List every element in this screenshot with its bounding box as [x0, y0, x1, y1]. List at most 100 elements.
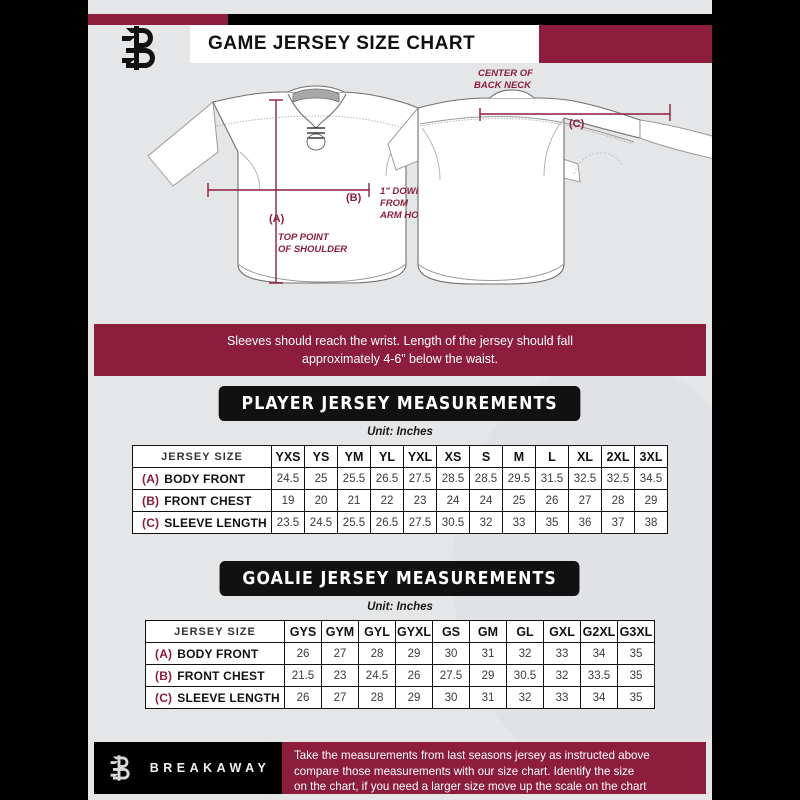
- table-cell: 23: [403, 489, 437, 512]
- front-marker-b: (B): [346, 192, 362, 204]
- table-column-header: G2XL: [580, 620, 618, 643]
- table-cell: 29.5: [502, 467, 536, 490]
- front-label-a-line2: OF SHOULDER: [278, 244, 347, 255]
- back-marker-c: (C): [569, 118, 585, 130]
- table-column-header: YXL: [403, 445, 437, 468]
- table-cell: 27.5: [432, 664, 470, 687]
- table-column-header: 3XL: [634, 445, 668, 468]
- table-cell: 21.5: [284, 664, 322, 687]
- table-cell: 29: [634, 489, 668, 512]
- header-maroon-left-bar: [88, 14, 228, 25]
- table-column-header: L: [535, 445, 569, 468]
- table-cell: 25.5: [337, 467, 371, 490]
- row-marker: (B): [142, 493, 160, 508]
- table-cell: 28.5: [469, 467, 503, 490]
- table-cell: 32.5: [568, 467, 602, 490]
- table-row-label: (B) FRONT CHEST: [145, 664, 285, 687]
- table-cell: 24: [469, 489, 503, 512]
- table-cell: 32: [543, 664, 581, 687]
- table-cell: 30.5: [436, 511, 470, 534]
- front-label-a-line1: TOP POINT: [278, 232, 330, 243]
- table-size-header: JERSEY SIZE: [145, 620, 285, 643]
- table-cell: 24: [436, 489, 470, 512]
- table-row-label: (C) SLEEVE LENGTH: [145, 686, 285, 709]
- table-row: (C) SLEEVE LENGTH 23.5 24.5 25.5 26.5 27.5 30.5…: [132, 511, 668, 534]
- table-column-header: GYL: [358, 620, 396, 643]
- table-column-header: XS: [436, 445, 470, 468]
- front-jersey-illustration: [147, 85, 581, 284]
- table-row-label: (B) FRONT CHEST: [132, 489, 272, 512]
- row-marker: (A): [142, 471, 160, 486]
- table-cell: 28: [358, 686, 396, 709]
- table-cell: 25: [304, 467, 338, 490]
- table-column-header: GS: [432, 620, 470, 643]
- table-column-header: S: [469, 445, 503, 468]
- size-chart-page: GAME JERSEY SIZE CHART: [88, 0, 712, 800]
- table-row: (B) FRONT CHEST 21.5 23 24.5 26 27.5 29 30.5 32 33…: [145, 664, 655, 687]
- table-cell: 26: [535, 489, 569, 512]
- front-marker-a: (A): [269, 213, 285, 225]
- table-column-header: GL: [506, 620, 544, 643]
- table-cell: 38: [634, 511, 668, 534]
- footer-instructions: Take the measurements from last seasons …: [282, 742, 706, 794]
- table-column-header: G3XL: [617, 620, 655, 643]
- breakaway-b-logo-icon: [110, 755, 130, 781]
- table-cell: 29: [395, 642, 433, 665]
- front-measure-b: [207, 183, 370, 197]
- table-cell: 36: [568, 511, 602, 534]
- table-row: (A) BODY FRONT 24.5 25 25.5 26.5 27.5 28.5 28.5 2…: [132, 467, 668, 490]
- table-cell: 28: [358, 642, 396, 665]
- back-label-c-line2: BACK NECK: [474, 80, 532, 91]
- table-cell: 35: [617, 664, 655, 687]
- table-cell: 24.5: [271, 467, 305, 490]
- footer-line1: Take the measurements from last seasons …: [294, 749, 650, 762]
- table-size-header: JERSEY SIZE: [132, 445, 272, 468]
- footer: BREAKAWAY Take the measurements from las…: [94, 742, 706, 794]
- table-cell: 31: [469, 642, 507, 665]
- table-column-header: GM: [469, 620, 507, 643]
- table-cell: 26: [395, 664, 433, 687]
- table-column-header: 2XL: [601, 445, 635, 468]
- fit-note-bar: Sleeves should reach the wrist. Length o…: [94, 324, 706, 376]
- table-cell: 20: [304, 489, 338, 512]
- table-cell: 29: [395, 686, 433, 709]
- table-cell: 34: [580, 686, 618, 709]
- player-unit-label: Unit: Inches: [367, 426, 433, 438]
- table-cell: 27: [568, 489, 602, 512]
- fit-note-line2: approximately 4-6” below the waist.: [302, 352, 498, 366]
- table-cell: 35: [617, 686, 655, 709]
- breakaway-b-logo-icon: [122, 26, 155, 70]
- table-cell: 26.5: [370, 511, 404, 534]
- table-cell: 26: [284, 642, 322, 665]
- table-cell: 30: [432, 686, 470, 709]
- table-cell: 28.5: [436, 467, 470, 490]
- table-cell: 30.5: [506, 664, 544, 687]
- table-cell: 33.5: [580, 664, 618, 687]
- table-column-header: YL: [370, 445, 404, 468]
- table-row-label: (A) BODY FRONT: [132, 467, 272, 490]
- table-cell: 27.5: [403, 511, 437, 534]
- table-column-header: M: [502, 445, 536, 468]
- table-header-row: JERSEY SIZE YXS YS YM YL YXL XS S M L XL 2XL 3XL: [132, 445, 668, 468]
- table-row-label: (A) BODY FRONT: [145, 642, 285, 665]
- front-label-b-line1: 1" DOWN: [380, 186, 424, 197]
- table-cell: 22: [370, 489, 404, 512]
- table-cell: 25.5: [337, 511, 371, 534]
- page-title: GAME JERSEY SIZE CHART: [208, 33, 476, 54]
- back-jersey-illustration: [387, 89, 712, 285]
- back-measure-c: [479, 104, 671, 121]
- table-cell: 33: [543, 686, 581, 709]
- table-column-header: YM: [337, 445, 371, 468]
- row-marker: (C): [142, 515, 160, 530]
- table-cell: 32: [469, 511, 503, 534]
- header-black-bar: [88, 14, 712, 25]
- table-cell: 25: [502, 489, 536, 512]
- table-cell: 34.5: [634, 467, 668, 490]
- table-column-header: YS: [304, 445, 338, 468]
- table-column-header: GYM: [321, 620, 359, 643]
- fit-note-line1: Sleeves should reach the wrist. Length o…: [226, 334, 574, 348]
- row-marker: (A): [155, 646, 173, 661]
- row-marker: (B): [155, 668, 173, 683]
- table-cell: 32: [506, 642, 544, 665]
- table-column-header: GXL: [543, 620, 581, 643]
